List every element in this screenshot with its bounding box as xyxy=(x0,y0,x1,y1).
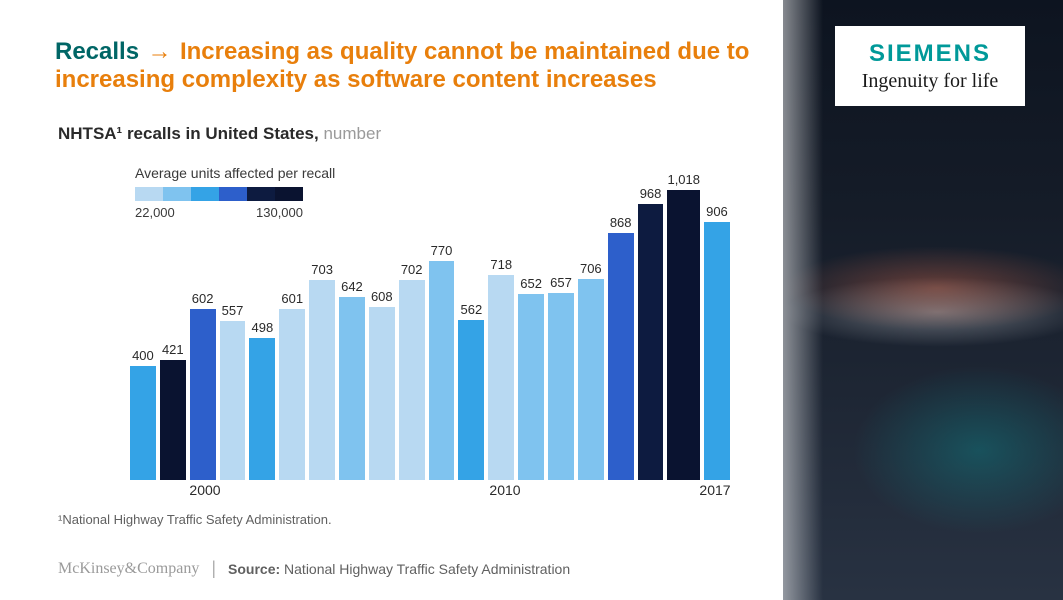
footnote: ¹National Highway Traffic Safety Adminis… xyxy=(58,512,332,527)
siemens-logo: SIEMENS Ingenuity for life xyxy=(835,26,1025,106)
bar-value-label: 601 xyxy=(281,291,303,306)
bar-value-label: 421 xyxy=(162,342,184,357)
bar xyxy=(160,360,186,480)
bar xyxy=(608,233,634,480)
bar-value-label: 652 xyxy=(520,276,542,291)
divider: | xyxy=(211,558,216,579)
bar xyxy=(339,297,365,480)
bar-wrap: 868 xyxy=(608,215,634,480)
bar-wrap: 906 xyxy=(704,204,730,480)
bar xyxy=(369,307,395,480)
bar xyxy=(279,309,305,480)
bar-value-label: 706 xyxy=(580,261,602,276)
x-axis-tick: 2000 xyxy=(189,482,220,498)
title-brand-word: Recalls xyxy=(55,38,139,65)
source-row: McKinsey&Company | Source: National High… xyxy=(58,558,570,579)
bar-value-label: 968 xyxy=(640,186,662,201)
bar-value-label: 906 xyxy=(706,204,728,219)
bar-wrap: 718 xyxy=(488,257,514,480)
bar xyxy=(249,338,275,480)
bar xyxy=(704,222,730,480)
bar-wrap: 652 xyxy=(518,276,544,480)
bar-wrap: 608 xyxy=(369,289,395,480)
arrow-right-icon: → xyxy=(148,38,172,65)
bar-wrap: 770 xyxy=(429,243,455,480)
bar-value-label: 702 xyxy=(401,262,423,277)
bar xyxy=(488,275,514,480)
bar xyxy=(667,190,700,480)
bar-wrap: 968 xyxy=(638,186,664,480)
bar xyxy=(309,280,335,480)
bar-wrap: 400 xyxy=(130,348,156,480)
x-axis-tick: 2010 xyxy=(489,482,520,498)
bar-value-label: 642 xyxy=(341,279,363,294)
chart-title: NHTSA¹ recalls in United States, number xyxy=(58,124,381,144)
source-text: National Highway Traffic Safety Administ… xyxy=(284,561,570,577)
bar-value-label: 602 xyxy=(192,291,214,306)
bar xyxy=(638,204,664,480)
bar xyxy=(220,321,246,480)
mckinsey-logo: McKinsey&Company xyxy=(58,560,199,578)
bar xyxy=(399,280,425,480)
bar-wrap: 498 xyxy=(249,320,275,480)
page-title: Recalls → Increasing as quality cannot b… xyxy=(55,38,755,94)
chart-title-bold: NHTSA¹ recalls in United States, xyxy=(58,124,319,143)
bar-wrap: 601 xyxy=(279,291,305,480)
source-label: Source: xyxy=(228,561,280,577)
bar xyxy=(429,261,455,480)
bar-wrap: 642 xyxy=(339,279,365,480)
bar-wrap: 602 xyxy=(190,291,216,480)
bar-wrap: 1,018 xyxy=(667,172,700,480)
bar-value-label: 562 xyxy=(461,302,483,317)
bar-chart: 400 421 602 557 498 601 703 642 608 702 770 562 718 6… xyxy=(130,160,730,480)
logo-brand: SIEMENS xyxy=(869,40,991,68)
bar-wrap: 421 xyxy=(160,342,186,480)
bar xyxy=(578,279,604,480)
bar-wrap: 657 xyxy=(548,275,574,480)
bar xyxy=(548,293,574,480)
bar-value-label: 608 xyxy=(371,289,393,304)
bar-wrap: 703 xyxy=(309,262,335,480)
bar-value-label: 557 xyxy=(222,303,244,318)
bar-wrap: 706 xyxy=(578,261,604,480)
bar-wrap: 702 xyxy=(399,262,425,480)
bar-value-label: 868 xyxy=(610,215,632,230)
bar xyxy=(518,294,544,480)
bar xyxy=(130,366,156,480)
bar-value-label: 718 xyxy=(490,257,512,272)
chart-title-light: number xyxy=(323,124,381,143)
bar-value-label: 1,018 xyxy=(667,172,700,187)
bar-wrap: 562 xyxy=(458,302,484,480)
bar-value-label: 657 xyxy=(550,275,572,290)
bar xyxy=(190,309,216,480)
bar-value-label: 400 xyxy=(132,348,154,363)
bar-wrap: 557 xyxy=(220,303,246,480)
bar-value-label: 498 xyxy=(252,320,274,335)
logo-tagline: Ingenuity for life xyxy=(862,70,999,93)
x-axis-tick: 2017 xyxy=(699,482,730,498)
bar-value-label: 703 xyxy=(311,262,333,277)
bar xyxy=(458,320,484,480)
bar-value-label: 770 xyxy=(431,243,453,258)
